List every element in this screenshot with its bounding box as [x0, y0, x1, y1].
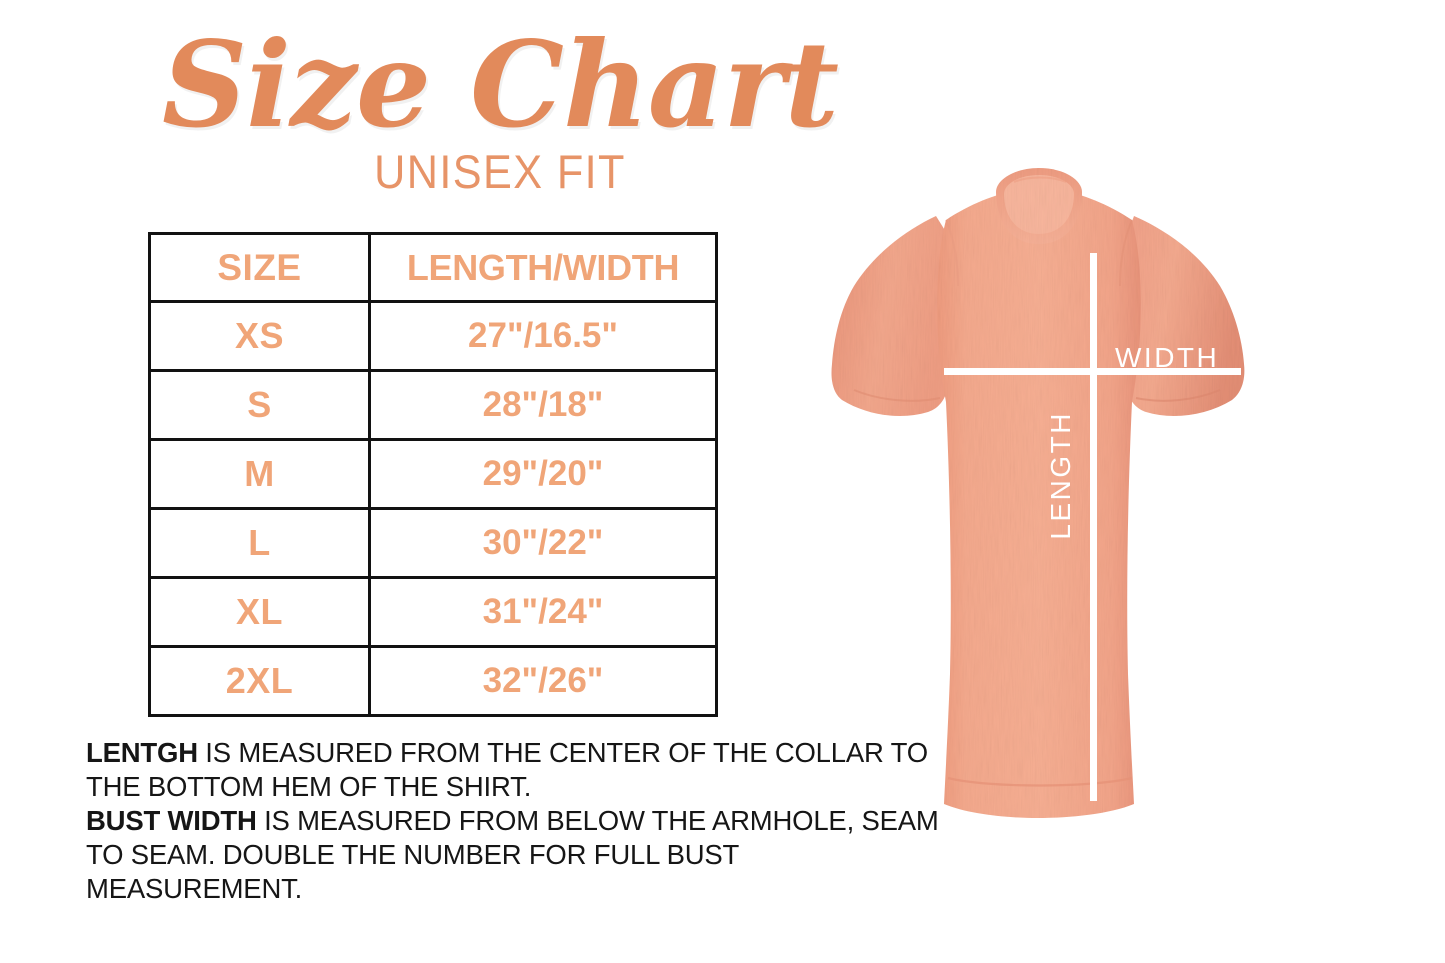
table-row: L 30"/22"	[148, 507, 718, 579]
left-sleeve-hem	[853, 389, 941, 402]
page-subtitle: UNISEX FIT	[374, 145, 626, 198]
column-header-length-width: LENGTH/WIDTH	[368, 232, 718, 303]
length-label: LENGTH	[1045, 411, 1076, 540]
length-measurement-line	[1090, 253, 1097, 801]
shirt-body	[937, 190, 1141, 818]
cell-measurement-xl: 31"/24"	[368, 576, 718, 648]
hem-stitch-line	[947, 776, 1133, 787]
measurement-notes: LENTGH IS MEASURED FROM THE CENTER OF TH…	[86, 736, 946, 906]
cell-size-l: L	[148, 507, 371, 579]
collar-stitch	[1013, 176, 1067, 183]
cell-measurement-2xl: 32"/26"	[368, 645, 718, 717]
tshirt-svg	[831, 168, 1245, 818]
table-row: M 29"/20"	[148, 438, 718, 510]
collar-inner	[1004, 175, 1074, 234]
note-length-text: IS MEASURED FROM THE CENTER OF THE COLLA…	[86, 737, 928, 802]
left-shoulder-seam	[945, 219, 959, 287]
width-label: WIDTH	[1115, 342, 1220, 373]
shirt-fabric-group	[831, 168, 1245, 818]
note-length: LENTGH IS MEASURED FROM THE CENTER OF TH…	[86, 736, 946, 804]
cell-size-xs: XS	[148, 300, 371, 372]
cell-size-s: S	[148, 369, 371, 441]
cell-size-xl: XL	[148, 576, 371, 648]
page-title: Size Chart	[161, 15, 839, 154]
cell-size-m: M	[148, 438, 371, 510]
cell-measurement-l: 30"/22"	[368, 507, 718, 579]
size-chart-table: SIZE LENGTH/WIDTH XS 27"/16.5" S 28"/18"…	[148, 232, 718, 717]
table-row: 2XL 32"/26"	[148, 645, 718, 717]
column-header-size: SIZE	[148, 232, 371, 303]
tshirt-illustration	[828, 158, 1258, 828]
cell-measurement-xs: 27"/16.5"	[368, 300, 718, 372]
cell-measurement-m: 29"/20"	[368, 438, 718, 510]
title-block: Size Chart UNISEX FIT	[0, 15, 1000, 198]
note-length-keyword: LENTGH	[86, 737, 198, 768]
cell-measurement-s: 28"/18"	[368, 369, 718, 441]
cell-size-2xl: 2XL	[148, 645, 371, 717]
table-row: XL 31"/24"	[148, 576, 718, 648]
table-header-row: SIZE LENGTH/WIDTH	[148, 232, 718, 303]
table-row: XS 27"/16.5"	[148, 300, 718, 372]
right-sleeve-hem	[1135, 389, 1221, 402]
left-sleeve	[831, 216, 951, 416]
right-sleeve	[1123, 216, 1245, 416]
right-shoulder-seam	[1119, 219, 1133, 287]
note-bust-width: BUST WIDTH IS MEASURED FROM BELOW THE AR…	[86, 804, 946, 906]
table-row: S 28"/18"	[148, 369, 718, 441]
note-bust-width-keyword: BUST WIDTH	[86, 805, 257, 836]
note-bust-width-text: IS MEASURED FROM BELOW THE ARMHOLE, SEAM…	[86, 805, 939, 904]
width-measurement-line	[944, 368, 1241, 375]
